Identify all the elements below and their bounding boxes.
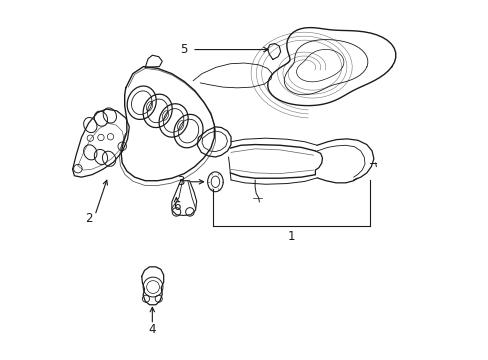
- Text: 3: 3: [177, 175, 184, 188]
- Text: 6: 6: [172, 200, 180, 213]
- Text: 5: 5: [180, 43, 187, 56]
- Text: 2: 2: [85, 212, 93, 225]
- Text: 1: 1: [287, 230, 295, 243]
- Text: 4: 4: [148, 323, 156, 336]
